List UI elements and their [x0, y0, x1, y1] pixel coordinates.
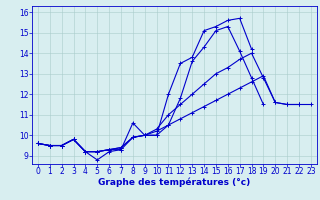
X-axis label: Graphe des températures (°c): Graphe des températures (°c) [98, 178, 251, 187]
